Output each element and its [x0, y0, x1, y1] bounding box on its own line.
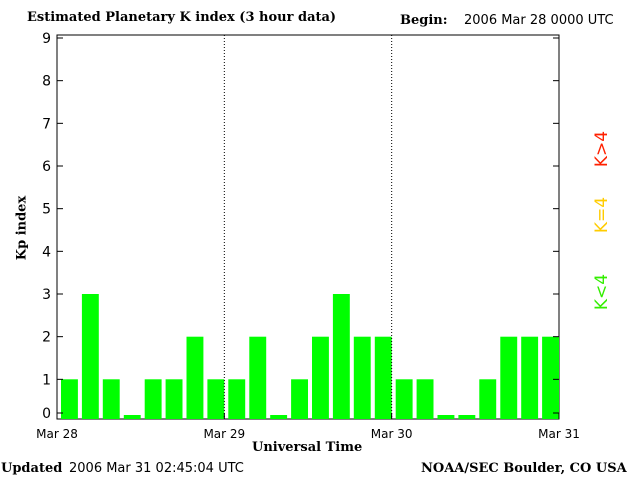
y-tick-label: 4: [42, 244, 51, 260]
y-tick-label: 3: [42, 287, 51, 303]
bar: [395, 379, 413, 419]
y-axis-label: Kp index: [14, 195, 30, 261]
begin-value: 2006 Mar 28 0000 UTC: [464, 13, 614, 28]
y-tick-label: 1: [42, 372, 51, 388]
updated-label: Updated: [1, 461, 63, 476]
bar: [249, 336, 267, 419]
y-axis: 0 1 2 3 4 5 6 7 8 9: [42, 31, 559, 422]
bar: [228, 379, 246, 419]
bar: [144, 379, 162, 419]
legend-k-eq-4: K=4: [592, 196, 612, 234]
bar: [312, 336, 329, 419]
chart-title: Estimated Planetary K index (3 hour data…: [27, 10, 337, 25]
x-axis-label: Universal Time: [252, 440, 363, 455]
y-tick-label: 0: [42, 406, 51, 422]
bar: [437, 415, 455, 419]
bar: [291, 379, 308, 419]
source-credit: NOAA/SEC Boulder, CO USA: [421, 461, 627, 476]
x-tick-label: Mar 28: [36, 427, 78, 441]
y-tick-label: 5: [42, 202, 51, 218]
bar: [332, 294, 350, 419]
legend-k-gt-4: K>4: [592, 130, 612, 168]
x-tick-label: Mar 30: [371, 427, 413, 441]
bar: [102, 379, 120, 419]
y-tick-label: 2: [42, 330, 51, 346]
y-tick-label: 9: [42, 31, 51, 47]
bar: [521, 336, 539, 419]
bar: [61, 379, 78, 419]
x-axis: Mar 28 Mar 29 Mar 30 Mar 31: [36, 413, 580, 441]
bar: [270, 415, 288, 419]
y-tick-label: 8: [42, 74, 51, 90]
bar: [542, 336, 559, 419]
x-tick-label: Mar 29: [203, 427, 245, 441]
begin-label: Begin:: [400, 13, 448, 28]
bars-group: [61, 294, 559, 419]
day-separators: [223, 35, 393, 419]
x-tick-label: Mar 31: [538, 427, 580, 441]
y-tick-label: 7: [42, 116, 51, 132]
bar: [81, 294, 99, 419]
bar: [500, 336, 518, 419]
bar: [123, 415, 141, 419]
bar: [416, 379, 434, 419]
bar: [353, 336, 371, 419]
y-tick-label: 6: [42, 159, 51, 175]
plot-area: [56, 34, 560, 420]
bar: [479, 379, 497, 419]
bar: [207, 379, 225, 419]
updated-value: 2006 Mar 31 02:45:04 UTC: [69, 461, 244, 476]
bar: [186, 336, 204, 419]
bar: [458, 415, 476, 419]
bar: [374, 336, 392, 419]
bar: [165, 379, 183, 419]
legend-k-lt-4: K<4: [592, 273, 612, 311]
